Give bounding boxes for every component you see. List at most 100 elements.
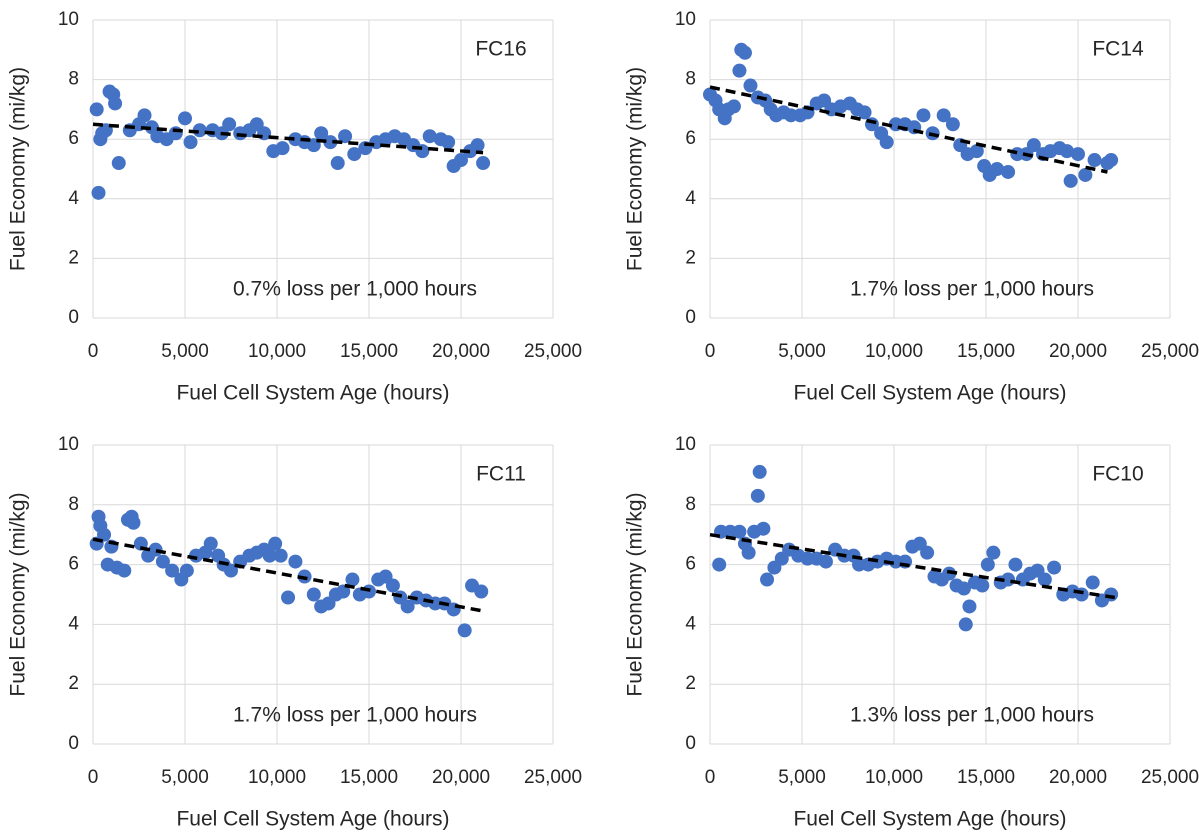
x-tick-label: 10,000	[865, 341, 923, 362]
y-tick-label: 0	[685, 733, 696, 754]
y-axis-title: Fuel Economy (mi/kg)	[7, 492, 30, 696]
y-tick-label: 0	[68, 733, 79, 754]
x-tick-label: 10,000	[865, 767, 923, 788]
annotation: 1.3% loss per 1,000 hours	[850, 704, 1094, 727]
point	[752, 464, 767, 479]
x-tick-label: 0	[705, 341, 716, 362]
point	[345, 572, 360, 587]
x-tick-label: 20,000	[1049, 767, 1107, 788]
point	[457, 623, 472, 638]
point	[1008, 557, 1023, 572]
trend-line	[92, 537, 484, 613]
x-tick-label: 10,000	[248, 767, 306, 788]
x-tick-label: 0	[88, 767, 99, 788]
y-tick-label: 2	[68, 673, 79, 694]
x-tick-label: 20,000	[432, 767, 490, 788]
y-tick-label: 8	[68, 494, 79, 515]
point	[737, 45, 752, 60]
point	[91, 185, 106, 200]
point	[89, 102, 104, 117]
x-tick-label: 25,000	[1141, 341, 1199, 362]
x-axis-title: Fuel Cell System Age (hours)	[176, 808, 449, 831]
point	[969, 144, 984, 159]
x-tick-label: 10,000	[248, 341, 306, 362]
point	[741, 545, 756, 560]
point	[454, 153, 468, 168]
point	[148, 542, 163, 557]
y-tick-label: 6	[685, 128, 696, 149]
y-tick-label: 2	[68, 247, 79, 268]
x-tick-label: 15,000	[340, 341, 398, 362]
point	[732, 63, 747, 78]
y-tick-label: 6	[685, 554, 696, 575]
y-axis-title: Fuel Economy (mi/kg)	[624, 67, 647, 271]
point	[400, 599, 415, 614]
point	[347, 147, 362, 162]
x-axis-title: Fuel Cell System Age (hours)	[793, 808, 1066, 831]
point	[712, 557, 727, 572]
point	[1104, 153, 1119, 168]
y-tick-label: 10	[58, 9, 79, 30]
x-tick-label: 5,000	[161, 341, 209, 362]
x-axis-title: Fuel Cell System Age (hours)	[176, 382, 449, 405]
x-tick-label: 5,000	[778, 341, 826, 362]
y-tick-label: 10	[675, 9, 696, 30]
y-tick-label: 2	[685, 247, 696, 268]
point	[474, 584, 489, 599]
point	[126, 515, 141, 530]
x-axis-title: Fuel Cell System Age (hours)	[793, 382, 1066, 405]
point	[920, 545, 935, 560]
x-tick-label: 20,000	[432, 341, 490, 362]
point	[732, 524, 747, 539]
point	[111, 156, 126, 171]
x-tick-label: 0	[705, 767, 716, 788]
point	[760, 572, 775, 587]
point	[323, 135, 338, 150]
point	[857, 105, 872, 120]
point	[936, 108, 951, 123]
y-tick-label: 6	[68, 128, 79, 149]
annotation: 1.7% loss per 1,000 hours	[850, 278, 1094, 301]
point	[117, 563, 132, 578]
y-tick-label: 6	[68, 554, 79, 575]
point	[268, 536, 283, 551]
y-tick-label: 8	[68, 69, 79, 90]
point	[314, 126, 329, 141]
point	[470, 138, 485, 153]
panel-label: FC14	[1092, 38, 1144, 61]
y-tick-label: 8	[685, 494, 696, 515]
point	[1037, 572, 1052, 587]
point	[956, 581, 971, 596]
point	[97, 527, 112, 542]
y-axis-title: Fuel Economy (mi/kg)	[7, 67, 30, 271]
point	[155, 554, 170, 569]
point	[222, 117, 237, 132]
x-tick-label: 20,000	[1049, 341, 1107, 362]
x-tick-label: 5,000	[161, 767, 209, 788]
point	[818, 554, 833, 569]
trend-line	[92, 122, 484, 155]
panel-label: FC11	[476, 463, 526, 486]
point	[137, 108, 152, 123]
point	[178, 111, 192, 126]
y-tick-label: 8	[685, 69, 696, 90]
y-tick-label: 0	[68, 307, 79, 328]
point	[756, 521, 771, 536]
point	[336, 584, 351, 599]
point	[743, 78, 758, 93]
point	[203, 536, 218, 551]
panel-label: FC10	[1092, 463, 1143, 486]
panel-label: FC16	[475, 38, 526, 61]
point	[916, 108, 931, 123]
point	[1001, 164, 1016, 179]
y-tick-label: 2	[685, 673, 696, 694]
point	[281, 590, 296, 605]
point	[108, 96, 123, 111]
point	[273, 548, 288, 563]
y-tick-label: 10	[58, 434, 79, 455]
point	[262, 548, 277, 563]
x-tick-label: 25,000	[524, 767, 582, 788]
point	[975, 578, 990, 593]
trend-line	[709, 85, 1108, 174]
